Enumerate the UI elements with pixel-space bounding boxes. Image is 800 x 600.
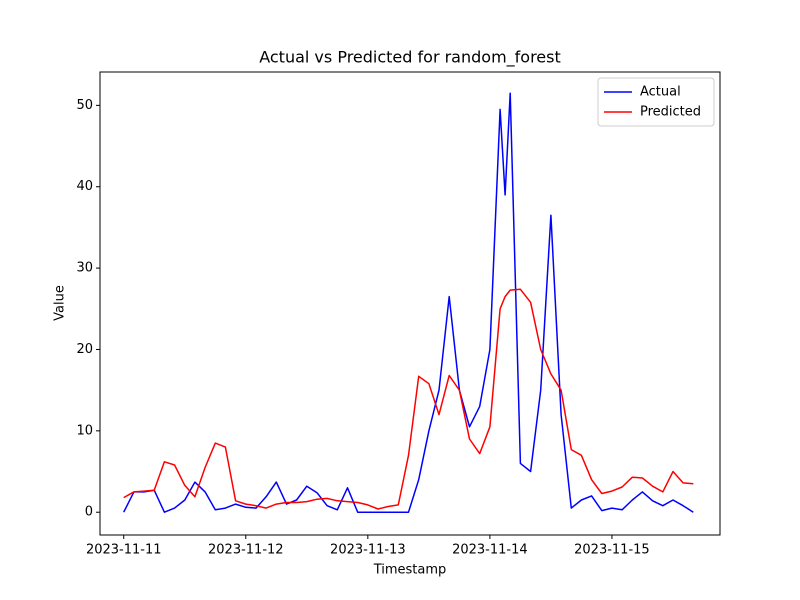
x-axis-label: Timestamp <box>373 563 447 578</box>
chart-title: Actual vs Predicted for random_forest <box>259 48 561 68</box>
x-tick-label: 2023-11-15 <box>574 543 650 558</box>
plot-frame <box>99 71 721 536</box>
x-tick-label: 2023-11-12 <box>208 543 284 558</box>
y-axis-label: Value <box>53 285 68 321</box>
x-tick-label: 2023-11-14 <box>452 543 528 558</box>
legend-box <box>597 77 715 127</box>
y-tick-label: 10 <box>76 423 93 438</box>
x-tick-label: 2023-11-13 <box>330 543 406 558</box>
x-tick-label: 2023-11-11 <box>86 543 162 558</box>
y-tick-label: 30 <box>76 261 93 276</box>
y-tick-label: 0 <box>85 505 93 520</box>
y-tick-label: 40 <box>76 179 93 194</box>
y-tick-label: 50 <box>76 98 93 113</box>
legend-label: Predicted <box>640 105 701 120</box>
series-line <box>123 288 694 510</box>
y-tick-label: 20 <box>76 342 93 357</box>
series-line <box>123 92 694 513</box>
legend-label: Actual <box>640 85 681 100</box>
